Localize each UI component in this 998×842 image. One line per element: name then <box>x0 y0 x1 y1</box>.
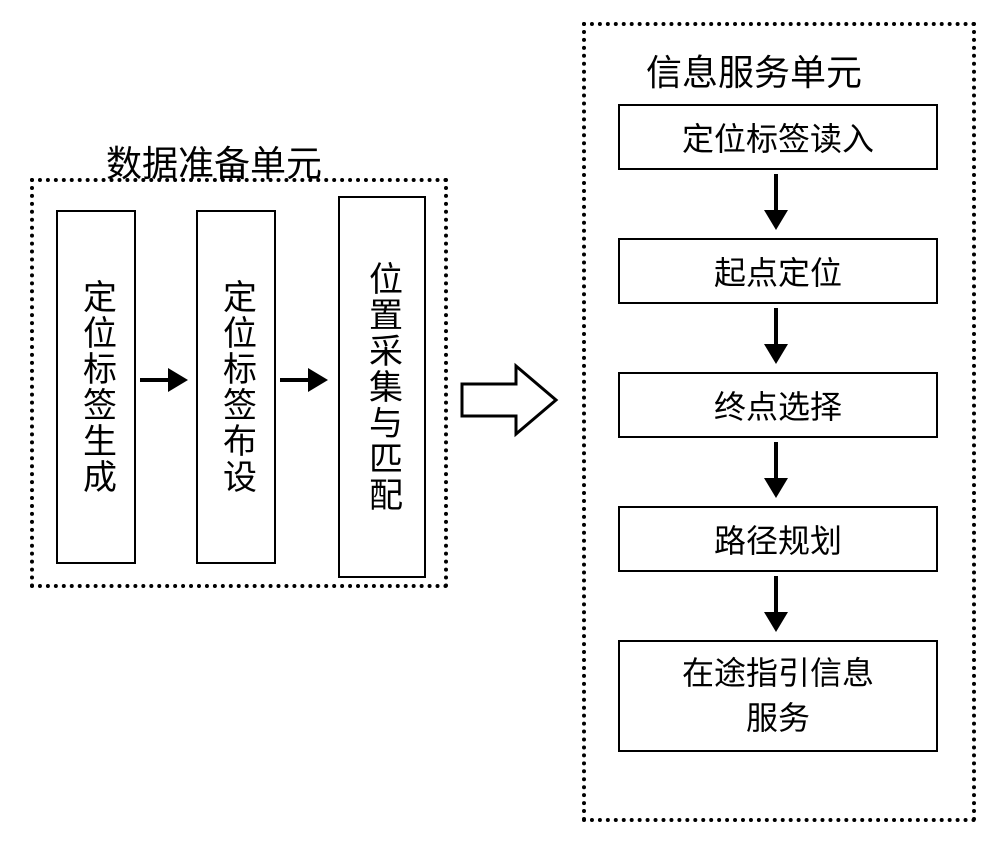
box-tag-generation-label: 定位标签生成 <box>72 279 121 495</box>
box-tag-layout-label: 定位标签布设 <box>212 279 261 495</box>
box-position-match: 位置采集与匹配 <box>338 196 426 578</box>
box-guide-service: 在途指引信息服务 <box>618 640 938 752</box>
box-tag-read-label: 定位标签读入 <box>682 114 874 160</box>
box-tag-generation: 定位标签生成 <box>56 210 136 564</box>
box-start-locate-label: 起点定位 <box>714 248 842 294</box>
box-guide-service-label: 在途指引信息服务 <box>682 651 874 741</box>
box-end-select-label: 终点选择 <box>714 382 842 428</box>
box-tag-layout: 定位标签布设 <box>196 210 276 564</box>
box-start-locate: 起点定位 <box>618 238 938 304</box>
left-unit-title: 数据准备单元 <box>106 135 322 187</box>
box-position-match-label: 位置采集与匹配 <box>358 261 407 513</box>
box-path-plan: 路径规划 <box>618 506 938 572</box>
right-unit-title: 信息服务单元 <box>646 44 862 96</box>
middle-arrow <box>460 360 560 445</box>
box-tag-read: 定位标签读入 <box>618 104 938 170</box>
box-end-select: 终点选择 <box>618 372 938 438</box>
box-path-plan-label: 路径规划 <box>714 516 842 562</box>
